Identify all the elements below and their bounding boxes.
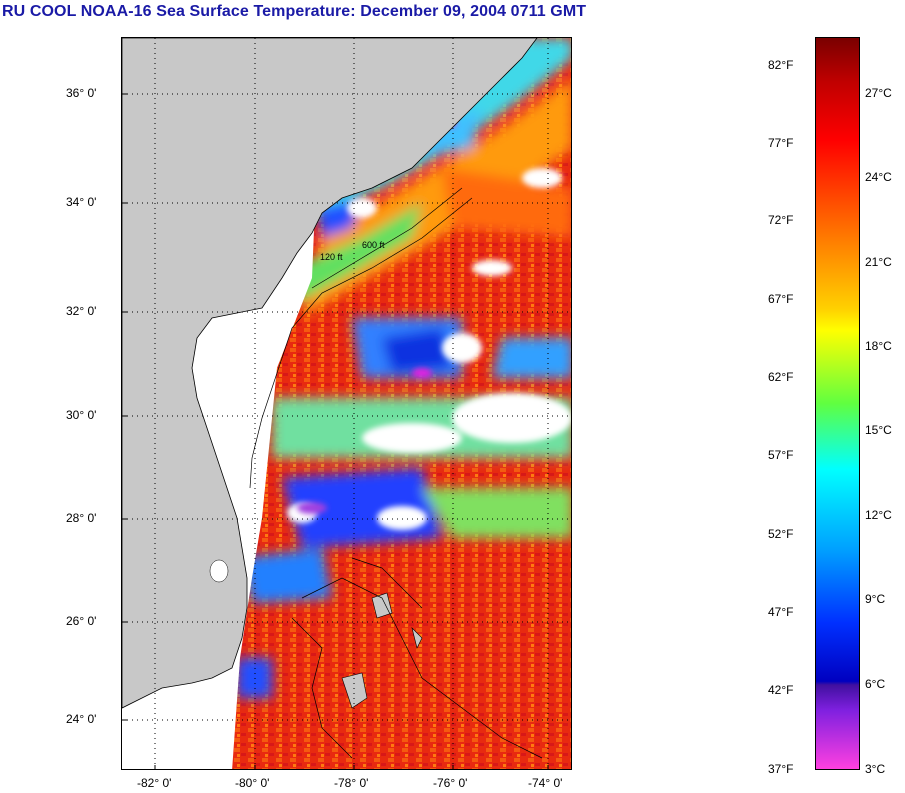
axis-ticks xyxy=(122,93,549,769)
c-label-9: 9°C xyxy=(865,592,886,606)
f-label-47: 47°F xyxy=(768,605,794,619)
bathymetry-contours xyxy=(249,187,543,759)
cloud-cover xyxy=(287,168,571,530)
lon-label-76: -76° 0' xyxy=(433,776,468,790)
c-label-15: 15°C xyxy=(865,423,892,437)
c-label-24: 24°C xyxy=(865,170,892,184)
sst-map: 120 ft 600 ft xyxy=(121,37,572,770)
page-title: RU COOL NOAA-16 Sea Surface Temperature:… xyxy=(2,3,587,20)
lat-label-28: 28° 0' xyxy=(66,511,97,525)
lon-label-82: -82° 0' xyxy=(137,776,172,790)
bahamas-islands xyxy=(341,592,423,709)
c-label-18: 18°C xyxy=(865,339,892,353)
florida-bay xyxy=(122,718,232,769)
sst-map-graphic: 120 ft 600 ft xyxy=(122,38,571,769)
c-label-12: 12°C xyxy=(865,508,892,522)
f-label-62: 62°F xyxy=(768,370,794,384)
lat-label-24: 24° 0' xyxy=(66,712,97,726)
f-label-67: 67°F xyxy=(768,292,794,306)
contour-label-600: 600 ft xyxy=(362,240,385,250)
land-mass xyxy=(122,38,538,709)
f-label-72: 72°F xyxy=(768,213,794,227)
lake-okeechobee xyxy=(209,559,229,583)
c-label-6: 6°C xyxy=(865,677,886,691)
c-label-3: 3°C xyxy=(865,762,886,776)
f-label-37: 37°F xyxy=(768,762,794,776)
f-label-42: 42°F xyxy=(768,683,794,697)
f-label-52: 52°F xyxy=(768,527,794,541)
graticule xyxy=(122,38,571,769)
contour-label-120: 120 ft xyxy=(320,252,343,262)
f-label-57: 57°F xyxy=(768,448,794,462)
lat-label-36: 36° 0' xyxy=(66,86,97,100)
lon-label-80: -80° 0' xyxy=(235,776,270,790)
lat-label-30: 30° 0' xyxy=(66,408,97,422)
c-label-27: 27°C xyxy=(865,86,892,100)
f-label-82: 82°F xyxy=(768,58,794,72)
c-label-21: 21°C xyxy=(865,255,892,269)
f-label-77: 77°F xyxy=(768,136,794,150)
lon-label-78: -78° 0' xyxy=(334,776,369,790)
lon-label-74: -74° 0' xyxy=(528,776,563,790)
lat-label-26: 26° 0' xyxy=(66,614,97,628)
lat-label-34: 34° 0' xyxy=(66,195,97,209)
temperature-colorbar xyxy=(815,37,860,770)
lat-label-32: 32° 0' xyxy=(66,304,97,318)
